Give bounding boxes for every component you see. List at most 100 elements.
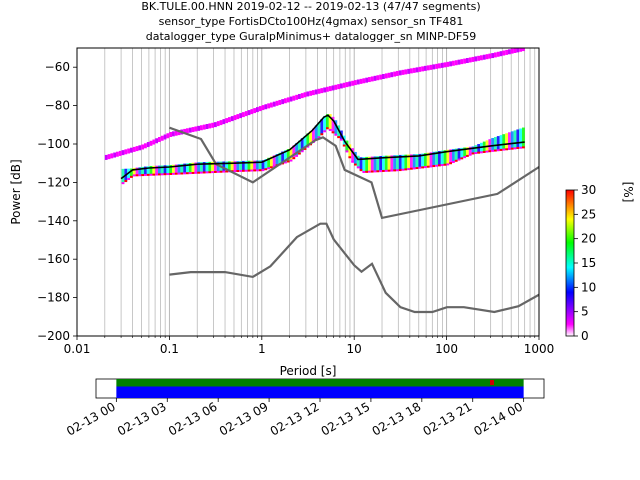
density-cell: [446, 149, 450, 165]
density-cell: [345, 150, 349, 153]
density-cell: [376, 156, 380, 172]
density-cell: [250, 160, 254, 171]
density-cell: [491, 137, 495, 151]
density-cell: [522, 48, 525, 52]
density-cell: [242, 112, 245, 118]
density-cell: [219, 170, 223, 173]
density-cell: [172, 164, 175, 174]
density-cell: [244, 111, 248, 117]
density-cell: [107, 154, 111, 160]
density-cell: [359, 157, 363, 171]
x-tick-label: 0.01: [64, 342, 91, 356]
density-cell: [289, 96, 293, 102]
density-cell: [270, 156, 273, 168]
density-cell: [239, 161, 243, 171]
density-cell: [508, 132, 511, 149]
density-cell: [474, 152, 478, 155]
colorbar-tick-label: 5: [581, 305, 589, 319]
x-tick-label: 10: [347, 342, 362, 356]
density-cell: [398, 154, 402, 171]
density-cell: [513, 147, 517, 150]
density-cell: [432, 151, 436, 167]
density-cell: [516, 129, 520, 149]
mean-psd: [120, 114, 525, 180]
density-cell: [368, 156, 371, 172]
density-cell: [328, 114, 332, 130]
density-cell: [348, 144, 352, 158]
coverage-bar: [116, 379, 524, 387]
density-cell: [188, 172, 192, 175]
density-cell: [345, 140, 349, 152]
density-cell: [135, 174, 139, 177]
density-cell: [261, 160, 265, 171]
density-cell: [468, 146, 472, 155]
x-tick-label: 1000: [524, 342, 555, 356]
density-cell: [177, 172, 181, 175]
density-cell: [222, 170, 226, 173]
density-cell: [418, 166, 422, 169]
density-cell: [510, 48, 514, 54]
density-cell: [491, 53, 495, 59]
density-cell: [250, 169, 254, 172]
density-cell: [144, 173, 147, 176]
density-cell: [289, 159, 293, 162]
density-cell: [340, 138, 343, 141]
density-cell: [292, 95, 296, 101]
density-cell: [516, 147, 520, 150]
density-cell: [466, 147, 469, 156]
density-cell: [404, 154, 408, 170]
density-cell: [152, 165, 156, 175]
density-cell: [197, 171, 201, 174]
density-cell: [342, 144, 346, 147]
density-cell: [513, 130, 517, 149]
density-cell: [429, 64, 433, 70]
density-cell: [163, 173, 167, 176]
density-cell: [502, 148, 506, 151]
density-cell: [298, 93, 301, 99]
density-cell: [205, 124, 209, 130]
density-cell: [432, 165, 436, 168]
density-cell: [454, 60, 458, 66]
density-cell: [365, 77, 369, 83]
density-cell: [494, 149, 497, 152]
density-cell: [510, 131, 514, 149]
density-cell: [314, 89, 318, 95]
density-cell: [264, 104, 268, 110]
coverage-gap-mark: [490, 380, 494, 385]
density-cell: [141, 174, 145, 177]
density-cell: [211, 171, 215, 174]
density-cell: [197, 125, 201, 131]
density-cell: [474, 56, 478, 62]
density-cell: [477, 151, 481, 154]
density-cell: [225, 118, 229, 124]
density-cell: [130, 175, 133, 178]
density-cell: [390, 155, 394, 171]
density-cell: [407, 68, 411, 74]
density-cell: [194, 171, 198, 174]
density-cell: [424, 153, 427, 168]
density-cell: [435, 63, 439, 69]
density-cell: [216, 170, 220, 173]
density-cell: [505, 133, 509, 150]
density-cell: [169, 165, 173, 174]
colorbar-ticks: 0 5 10 15 20 25 30: [574, 183, 596, 343]
density-cell: [309, 131, 313, 145]
density-cell: [368, 170, 371, 173]
density-cell: [435, 151, 439, 166]
density-cell: [494, 52, 497, 58]
density-cell: [505, 49, 509, 55]
density-cell: [323, 115, 327, 132]
title-line-3: datalogger_type GuralpMinimus+ datalogge…: [146, 30, 477, 43]
density-cell: [286, 149, 290, 162]
x-axis-label: Period [s]: [280, 364, 337, 378]
density-cell: [155, 138, 159, 144]
density-cell: [230, 161, 234, 172]
density-cell: [158, 137, 161, 143]
density-cell: [113, 152, 117, 158]
x-tick-label: 100: [435, 342, 458, 356]
density-cell: [488, 139, 492, 152]
density-cell: [258, 160, 262, 171]
density-cell: [443, 62, 447, 68]
density-cell: [488, 53, 492, 59]
density-cell: [197, 162, 201, 173]
